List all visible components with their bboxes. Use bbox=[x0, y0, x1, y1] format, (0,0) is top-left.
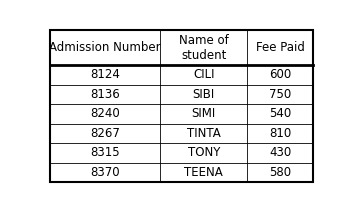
Text: 580: 580 bbox=[269, 166, 291, 179]
Text: 8136: 8136 bbox=[90, 88, 120, 101]
Text: SIBI: SIBI bbox=[193, 88, 215, 101]
Text: 430: 430 bbox=[269, 146, 291, 159]
Text: 8315: 8315 bbox=[90, 146, 120, 159]
Text: 540: 540 bbox=[269, 107, 291, 120]
Text: Admission Number: Admission Number bbox=[49, 41, 161, 54]
Text: 750: 750 bbox=[269, 88, 291, 101]
Text: 8267: 8267 bbox=[90, 127, 120, 140]
Text: 810: 810 bbox=[269, 127, 291, 140]
Text: 8240: 8240 bbox=[90, 107, 120, 120]
Text: CILI: CILI bbox=[193, 68, 215, 81]
Text: 600: 600 bbox=[269, 68, 291, 81]
Text: 8370: 8370 bbox=[90, 166, 120, 179]
Text: SIMI: SIMI bbox=[192, 107, 216, 120]
Text: TEENA: TEENA bbox=[184, 166, 223, 179]
Text: TINTA: TINTA bbox=[187, 127, 221, 140]
Text: Fee Paid: Fee Paid bbox=[256, 41, 305, 54]
Text: 8124: 8124 bbox=[90, 68, 120, 81]
Text: Name of
student: Name of student bbox=[179, 34, 229, 62]
Text: TONY: TONY bbox=[188, 146, 220, 159]
